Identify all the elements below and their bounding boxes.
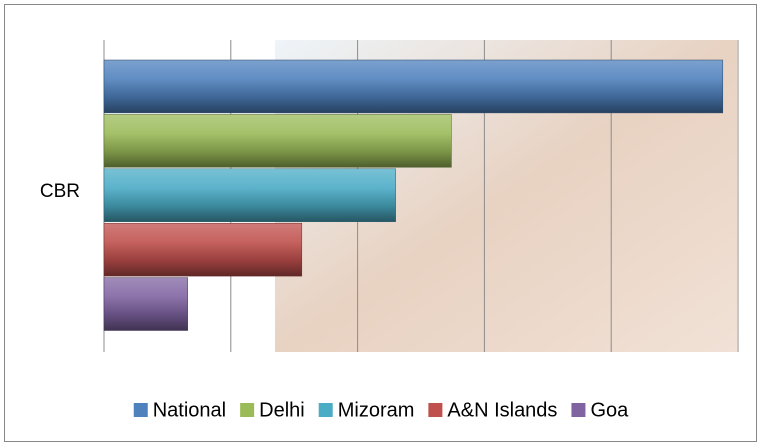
bar	[103, 59, 724, 114]
legend-swatch	[428, 403, 443, 417]
legend-swatch	[571, 403, 586, 417]
legend-label: Mizoram	[338, 399, 415, 421]
legend-swatch	[133, 403, 148, 417]
legend-label: Goa	[590, 399, 629, 421]
legend-label: Delhi	[259, 399, 305, 421]
bar	[103, 277, 188, 331]
bar	[103, 168, 396, 222]
bar	[103, 222, 303, 277]
legend-label: A&N Islands	[447, 399, 557, 421]
legend-swatch	[318, 403, 333, 417]
legend-swatch	[240, 403, 255, 417]
y-tick-label: CBR	[40, 181, 80, 202]
bar	[103, 114, 452, 168]
legend-label: National	[153, 399, 226, 421]
